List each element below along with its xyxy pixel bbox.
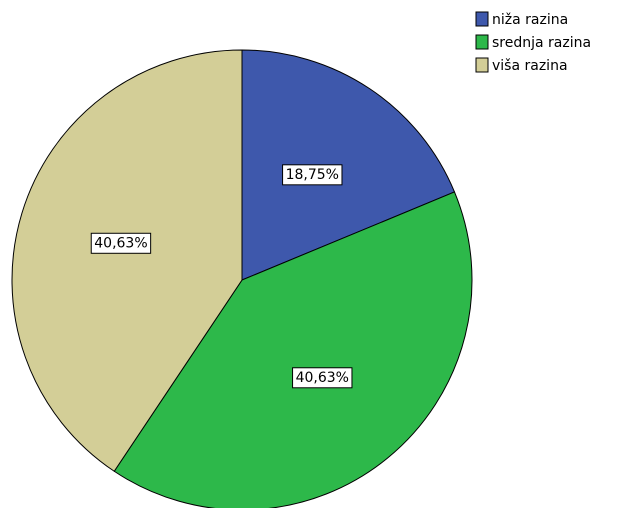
data-label: 40,63% <box>94 235 147 251</box>
pie-slice <box>113 191 473 508</box>
data-label-box <box>282 164 343 186</box>
legend-swatch <box>475 11 489 27</box>
legend-swatch <box>475 57 489 73</box>
legend-label: viša razina <box>492 58 568 74</box>
data-label: 40,63% <box>296 370 349 386</box>
data-label-box <box>90 232 152 254</box>
data-label-box <box>292 367 353 389</box>
legend-label: niža razina <box>492 12 568 28</box>
data-label: 18,75% <box>286 167 339 183</box>
legend-label: srednja razina <box>492 35 591 51</box>
pie-slice <box>241 49 456 281</box>
legend-swatch <box>475 34 489 50</box>
pie-slice <box>11 49 243 472</box>
